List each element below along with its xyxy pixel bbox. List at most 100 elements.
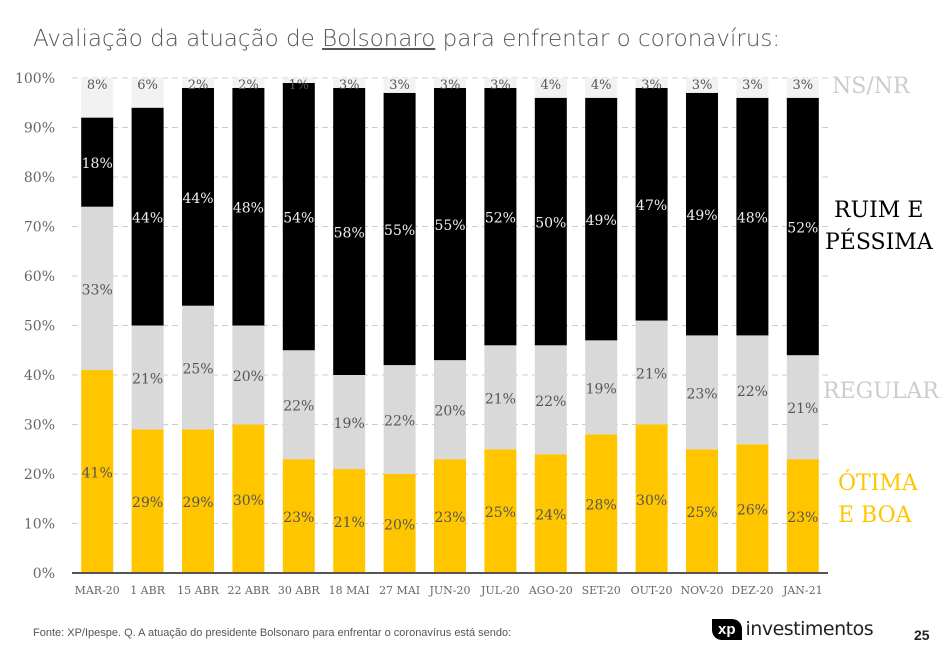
bar-segment xyxy=(131,325,164,430)
bar-segment xyxy=(383,78,416,93)
y-tick-label: 40% xyxy=(24,368,55,384)
legend-regular: REGULAR xyxy=(823,379,939,404)
bar-segment xyxy=(585,97,618,341)
bar-segment xyxy=(383,365,416,474)
data-label: 21% xyxy=(636,367,667,383)
bar-segment xyxy=(635,87,668,321)
data-label: 3% xyxy=(440,78,461,93)
bar-segment xyxy=(232,87,265,326)
bar-segment xyxy=(786,355,819,460)
bar-segment xyxy=(383,474,416,573)
bar-segment xyxy=(686,449,718,573)
data-label: 18% xyxy=(82,156,113,172)
bar-segment xyxy=(282,350,315,460)
bar-segment xyxy=(786,97,819,356)
bar-segment xyxy=(81,206,114,371)
data-label: 24% xyxy=(535,508,566,524)
bar-segment xyxy=(786,459,819,573)
legend-otima-1: ÓTIMA xyxy=(838,471,918,496)
data-label: 50% xyxy=(535,216,566,232)
bar-segment xyxy=(282,78,315,83)
bar-segment xyxy=(484,78,517,88)
data-label: 20% xyxy=(233,369,264,385)
bar-segment xyxy=(182,78,214,88)
x-tick-label: 15 ABR xyxy=(177,584,220,597)
bar-segment xyxy=(585,434,618,573)
data-label: 19% xyxy=(334,416,365,432)
y-tick-label: 50% xyxy=(24,319,55,335)
bar-segment xyxy=(736,97,769,336)
data-label: 29% xyxy=(132,495,163,511)
data-label: 3% xyxy=(742,78,763,93)
data-label: 23% xyxy=(787,510,818,526)
legend-nsnr: NS/NR xyxy=(832,74,910,99)
bar-segment xyxy=(282,82,315,351)
bar-segment xyxy=(81,78,114,118)
data-label: 49% xyxy=(686,208,717,224)
data-label: 23% xyxy=(434,510,465,526)
bar-segment xyxy=(232,78,265,88)
data-label: 29% xyxy=(182,495,213,511)
bar-segment xyxy=(232,424,265,573)
data-label: 33% xyxy=(82,282,113,298)
data-label: 54% xyxy=(283,211,314,227)
legend-otima-2: E BOA xyxy=(838,503,912,528)
data-label: 3% xyxy=(339,78,360,93)
data-label: 58% xyxy=(334,225,365,241)
bar-segment xyxy=(484,449,517,573)
data-label: 25% xyxy=(182,362,213,378)
data-label: 49% xyxy=(586,213,617,229)
bar-segment xyxy=(333,78,366,88)
data-label: 30% xyxy=(636,493,667,509)
bar-segment xyxy=(484,345,517,450)
bar-segment xyxy=(232,325,265,425)
data-label: 48% xyxy=(233,201,264,217)
data-label: 41% xyxy=(82,466,113,482)
data-label: 52% xyxy=(787,221,818,237)
bar-segment xyxy=(484,87,517,346)
data-label: 48% xyxy=(737,211,768,227)
bar-segment xyxy=(182,429,214,573)
x-tick-label: SET-20 xyxy=(582,584,621,597)
data-label: 21% xyxy=(132,371,163,387)
y-tick-label: 0% xyxy=(33,566,55,582)
data-label: 28% xyxy=(586,498,617,514)
y-tick-label: 30% xyxy=(24,418,55,434)
x-tick-label: JAN-21 xyxy=(782,584,823,597)
data-label: 3% xyxy=(692,78,713,93)
bar-segment xyxy=(81,370,114,573)
bar-segment xyxy=(434,78,466,88)
bar-segment xyxy=(585,340,618,435)
bar-segment xyxy=(434,360,466,460)
bar-segment xyxy=(635,320,668,425)
bar-segment xyxy=(736,444,769,573)
y-tick-label: 70% xyxy=(24,220,55,236)
data-label: 22% xyxy=(283,399,314,415)
bar-segment xyxy=(786,78,819,98)
data-label: 22% xyxy=(384,414,415,430)
bar-segment xyxy=(434,459,466,573)
data-label: 4% xyxy=(540,78,561,93)
xp-logo-mark: xp xyxy=(712,618,742,640)
legend-ruim-1: RUIM E xyxy=(834,198,924,223)
data-label: 3% xyxy=(490,78,511,93)
page-number: 25 xyxy=(914,627,930,643)
xp-logo-text: investimentos xyxy=(745,618,874,640)
bar-segment xyxy=(686,92,718,336)
data-label: 2% xyxy=(188,78,209,93)
y-tick-label: 60% xyxy=(24,269,55,285)
x-tick-label: DEZ-20 xyxy=(731,584,773,597)
data-label: 26% xyxy=(737,503,768,519)
bar-segment xyxy=(736,335,769,445)
bar-segment xyxy=(736,78,769,98)
x-tick-label: 18 MAI xyxy=(329,584,370,597)
data-label: 30% xyxy=(233,493,264,509)
data-label: 3% xyxy=(641,78,662,93)
data-label: 23% xyxy=(283,510,314,526)
data-label: 22% xyxy=(535,394,566,410)
bar-segment xyxy=(182,87,214,306)
data-label: 55% xyxy=(434,218,465,234)
data-label: 47% xyxy=(636,198,667,214)
